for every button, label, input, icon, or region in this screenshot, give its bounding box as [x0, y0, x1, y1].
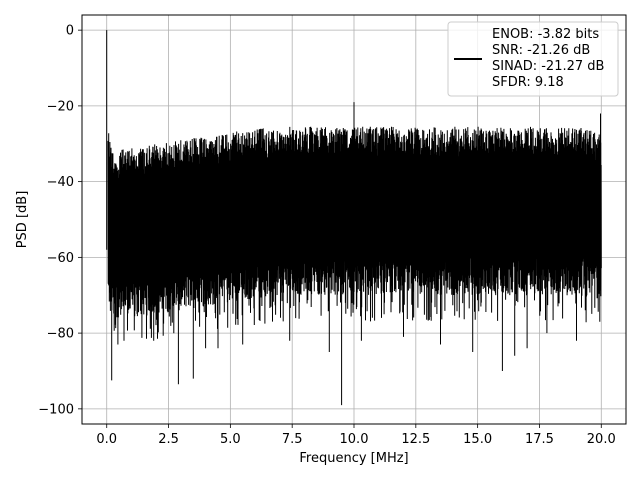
legend: ENOB: -3.82 bits SNR: -21.26 dB SINAD: -…	[447, 21, 619, 97]
y-axis-ticks: 0 −20 −40 −60 −80 −100	[38, 24, 82, 417]
x-tick-label: 12.5	[401, 432, 430, 447]
legend-entry-snr: SNR: -21.26 dB	[492, 43, 590, 58]
x-axis-ticks: 0.0 2.5 5.0 7.5 10.0 12.5 15.0 17.5 20.0	[96, 424, 616, 447]
y-tick-label: −80	[47, 327, 74, 342]
x-tick-label: 2.5	[158, 432, 179, 447]
y-tick-label: −100	[38, 402, 74, 417]
x-tick-label: 10.0	[340, 432, 369, 447]
x-tick-label: 5.0	[220, 432, 241, 447]
y-tick-label: −40	[47, 175, 74, 190]
x-tick-label: 7.5	[282, 432, 303, 447]
legend-entry-sinad: SINAD: -21.27 dB	[492, 59, 604, 74]
y-tick-label: −60	[47, 251, 74, 266]
plot-area	[106, 30, 602, 406]
legend-box	[447, 21, 619, 97]
x-axis-label: Frequency [MHz]	[299, 451, 408, 466]
x-tick-label: 17.5	[525, 432, 554, 447]
y-tick-label: 0	[66, 24, 74, 39]
y-tick-label: −20	[47, 99, 74, 114]
x-tick-label: 0.0	[96, 432, 117, 447]
x-tick-label: 20.0	[587, 432, 616, 447]
legend-entry-enob: ENOB: -3.82 bits	[492, 27, 599, 42]
legend-entry-sfdr: SFDR: 9.18	[492, 75, 564, 90]
x-tick-label: 15.0	[463, 432, 492, 447]
spectrum-line	[106, 30, 602, 406]
y-axis-label: PSD [dB]	[15, 191, 30, 249]
